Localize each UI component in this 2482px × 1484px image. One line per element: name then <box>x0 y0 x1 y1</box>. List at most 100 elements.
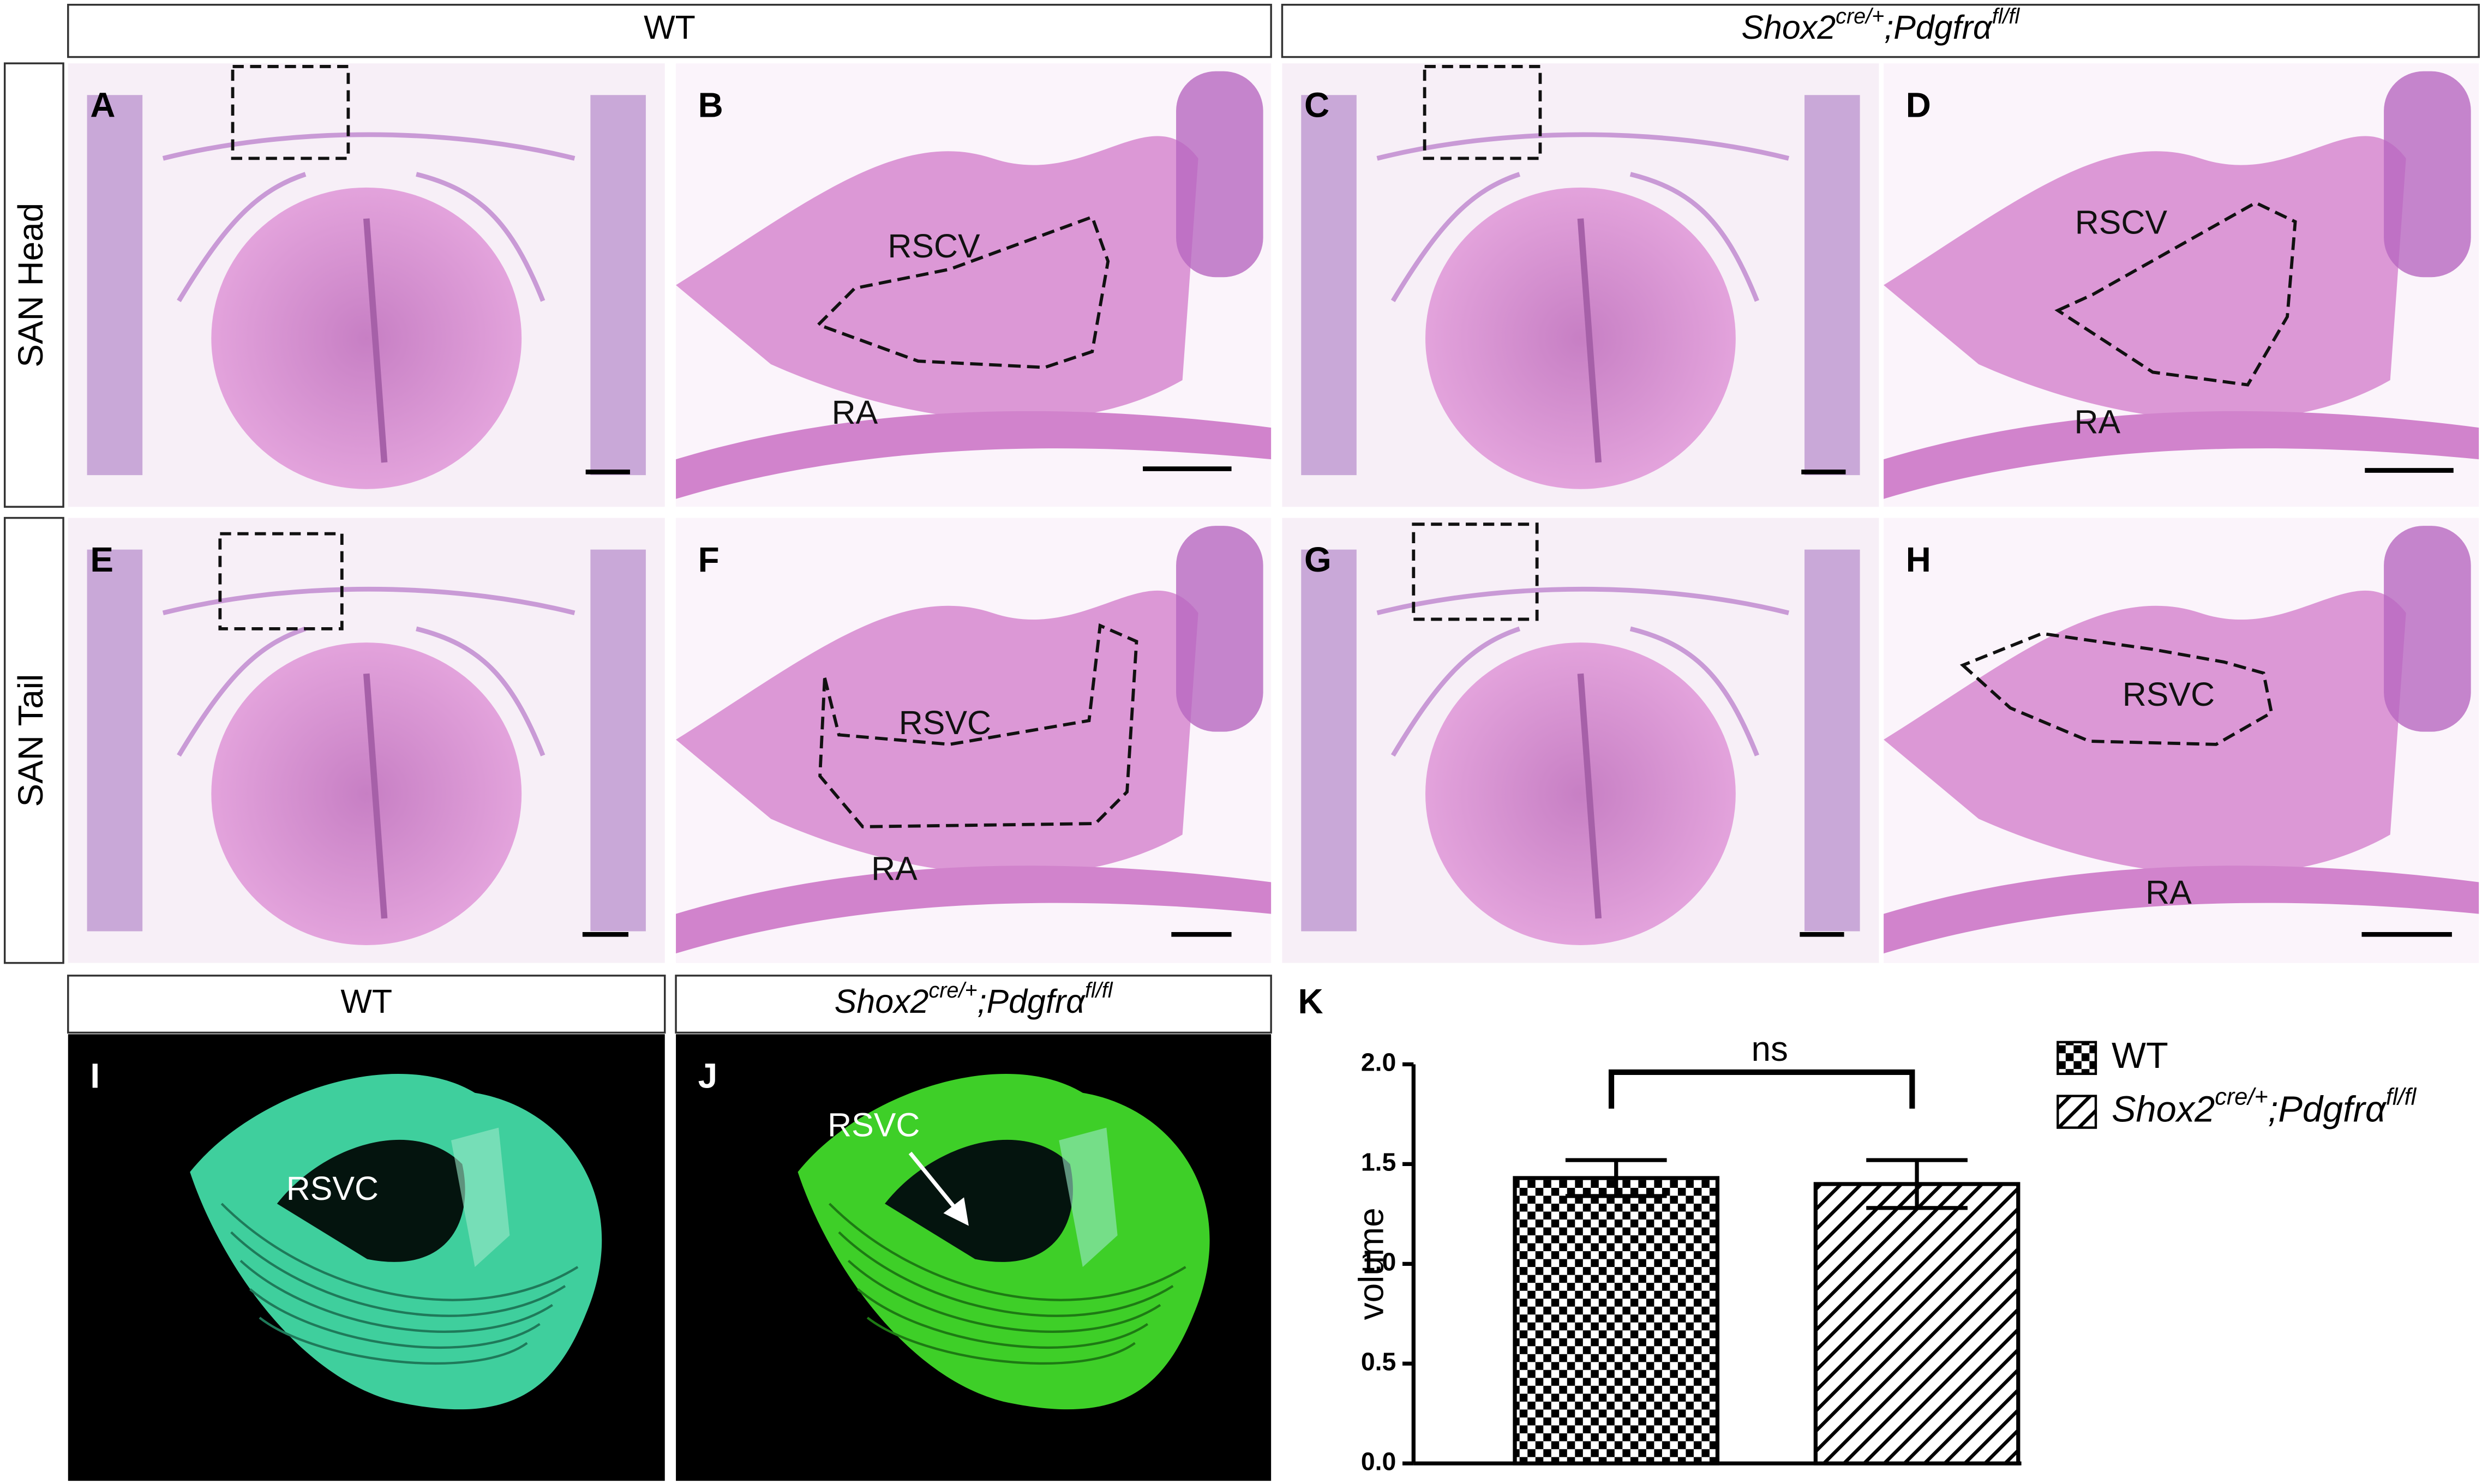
column-header: WT <box>644 9 696 46</box>
region-label: RSVC <box>828 1107 920 1144</box>
highlight <box>1059 1127 1118 1267</box>
septum <box>1577 218 1602 463</box>
ridge <box>230 1231 566 1317</box>
region-label: RSCV <box>888 227 980 265</box>
inset-box <box>218 532 344 630</box>
inset-box <box>1423 65 1542 160</box>
y-tick-label: 0.5 <box>1361 1348 1396 1376</box>
image-panel <box>68 1034 665 1481</box>
ridge <box>857 1288 1149 1349</box>
region-label: RSVC <box>286 1170 379 1207</box>
text-part: ;Pdgfrα <box>1884 9 1993 46</box>
text-part: ;Pdgfrα <box>978 983 1087 1020</box>
ridge <box>220 1203 579 1301</box>
legend-swatch <box>2057 1041 2097 1076</box>
region-outline <box>818 623 1138 828</box>
panel-letter: G <box>1304 540 1332 579</box>
image-panel <box>1884 518 2479 963</box>
superscript: fl/fl <box>2386 1084 2417 1110</box>
image-panel <box>1884 63 2479 507</box>
text-part: Shox2 <box>1741 9 1836 46</box>
row-label: SAN Tail <box>11 674 50 807</box>
ridge <box>847 1259 1161 1333</box>
tissue-band <box>1884 866 2479 954</box>
arrow <box>908 1151 961 1215</box>
tissue-band <box>676 411 1272 499</box>
tissue <box>87 95 143 476</box>
panel-letter: H <box>1906 540 1931 579</box>
tissue <box>2384 71 2471 278</box>
region-label: RA <box>832 394 878 431</box>
region-label: RSVC <box>2123 676 2215 713</box>
region-outline <box>1959 632 2274 746</box>
error-bar <box>1866 1158 1968 1210</box>
tissue <box>162 132 575 302</box>
panel-letter: B <box>698 85 723 124</box>
bar <box>1513 1176 1720 1465</box>
tissue <box>1301 95 1357 476</box>
ridge <box>249 1288 541 1349</box>
image-panel <box>676 518 1272 963</box>
legend-label: WT <box>2112 1035 2168 1076</box>
tissue <box>87 549 143 932</box>
ridge <box>828 1203 1186 1301</box>
septum <box>1577 673 1602 919</box>
tissue-band <box>676 866 1272 954</box>
column-header: Shox2cre/+;Pdgfrαfl/fl <box>835 979 1113 1020</box>
superscript: fl/fl <box>1992 5 2021 29</box>
header-box <box>67 975 666 1034</box>
error-bar <box>1565 1158 1667 1198</box>
text-part: WT <box>2112 1035 2168 1076</box>
image-panel <box>676 1034 1272 1481</box>
arrowhead <box>943 1197 969 1226</box>
legend-swatch <box>2057 1095 2097 1129</box>
panel-letter: F <box>698 540 720 579</box>
region-outline <box>2054 201 2297 387</box>
tissue <box>1376 132 1790 302</box>
header-box <box>675 975 1272 1034</box>
legend-label: Shox2cre/+;Pdgfrαfl/fl <box>2112 1084 2417 1129</box>
superscript: cre/+ <box>928 979 977 1003</box>
image-panel <box>1282 63 1879 507</box>
inset-box <box>1412 522 1539 621</box>
superscript: cre/+ <box>1836 5 1884 29</box>
tissue <box>590 95 646 476</box>
superscript: cre/+ <box>2215 1084 2268 1110</box>
image-panel <box>68 63 665 507</box>
text-part: ;Pdgfrα <box>2268 1089 2387 1129</box>
region-label: RA <box>871 850 918 887</box>
tissue-band <box>1884 411 2479 499</box>
text-part: WT <box>644 9 696 46</box>
tissue-band <box>1884 136 2406 420</box>
ridge <box>259 1317 528 1365</box>
panel-letter: E <box>90 540 113 579</box>
y-tick-label: 1.5 <box>1361 1148 1396 1176</box>
ridge <box>838 1231 1174 1317</box>
lumen <box>885 1139 1073 1262</box>
heart-section <box>1425 187 1736 489</box>
tissue <box>1301 549 1357 932</box>
significance-bracket <box>1608 1069 1915 1109</box>
header-box <box>67 3 1272 58</box>
tissue <box>2384 526 2471 732</box>
row-label: SAN Head <box>11 203 50 368</box>
tissue <box>1176 526 1263 732</box>
y-axis-label: volume <box>1352 1207 1391 1320</box>
heart-section <box>211 187 522 489</box>
text-part: Shox2 <box>2112 1089 2215 1129</box>
bar <box>1813 1182 2021 1465</box>
septum <box>363 673 388 919</box>
image-panel <box>676 63 1272 507</box>
lumen <box>277 1139 465 1262</box>
region-outline <box>815 215 1110 369</box>
panel-letter: C <box>1304 85 1329 124</box>
highlight <box>451 1127 510 1267</box>
y-tick-label: 2.0 <box>1361 1048 1396 1077</box>
panel-letter: A <box>90 85 115 124</box>
annotation: ns <box>1751 1029 1788 1068</box>
tissue-band <box>1884 590 2406 875</box>
region-label: RA <box>2075 403 2121 440</box>
region-label: RA <box>2145 874 2192 911</box>
header-box <box>1281 3 2480 58</box>
